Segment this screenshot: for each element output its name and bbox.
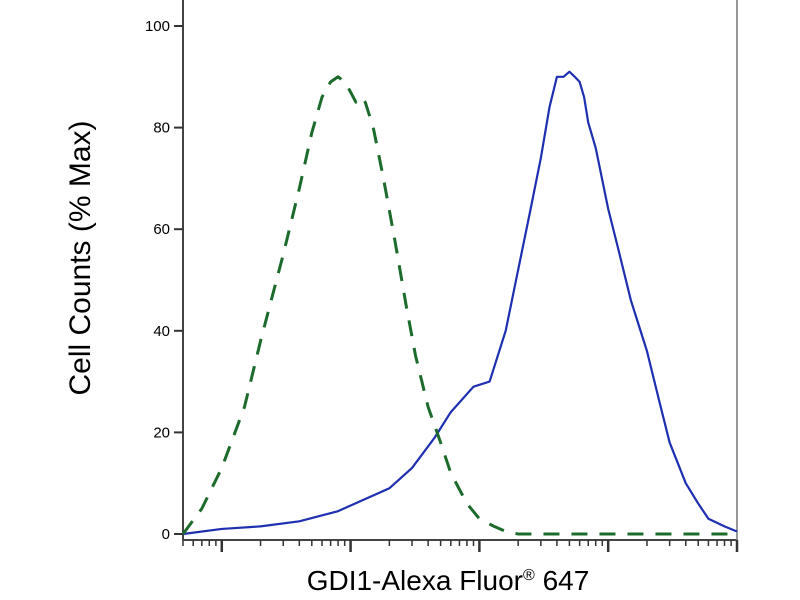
y-tick-label: 100 (145, 18, 170, 35)
axes-layer: 0 20 40 60 80 100 (145, 0, 739, 552)
x-axis-label-main: GDI1-Alexa Fluor (307, 565, 523, 596)
y-tick-label: 20 (153, 424, 170, 441)
solid-histogram-line (182, 70, 738, 536)
y-axis-label: Cell Counts (% Max) (64, 120, 97, 395)
series-layer (181, 70, 738, 536)
x-axis-label-suffix: 647 (535, 565, 590, 596)
x-axis-label: GDI1-Alexa Fluor® 647 (307, 565, 590, 596)
dashed-histogram-line (181, 75, 737, 536)
x-axis-label-superscript: ® (523, 567, 535, 584)
labels-layer: Cell Counts (% Max) GDI1-Alexa Fluor® 64… (64, 120, 589, 596)
y-tick-label: 60 (153, 221, 170, 238)
y-tick-label: 80 (153, 120, 170, 137)
y-tick-label: 40 (153, 323, 170, 340)
y-tick-label: 0 (162, 526, 170, 543)
